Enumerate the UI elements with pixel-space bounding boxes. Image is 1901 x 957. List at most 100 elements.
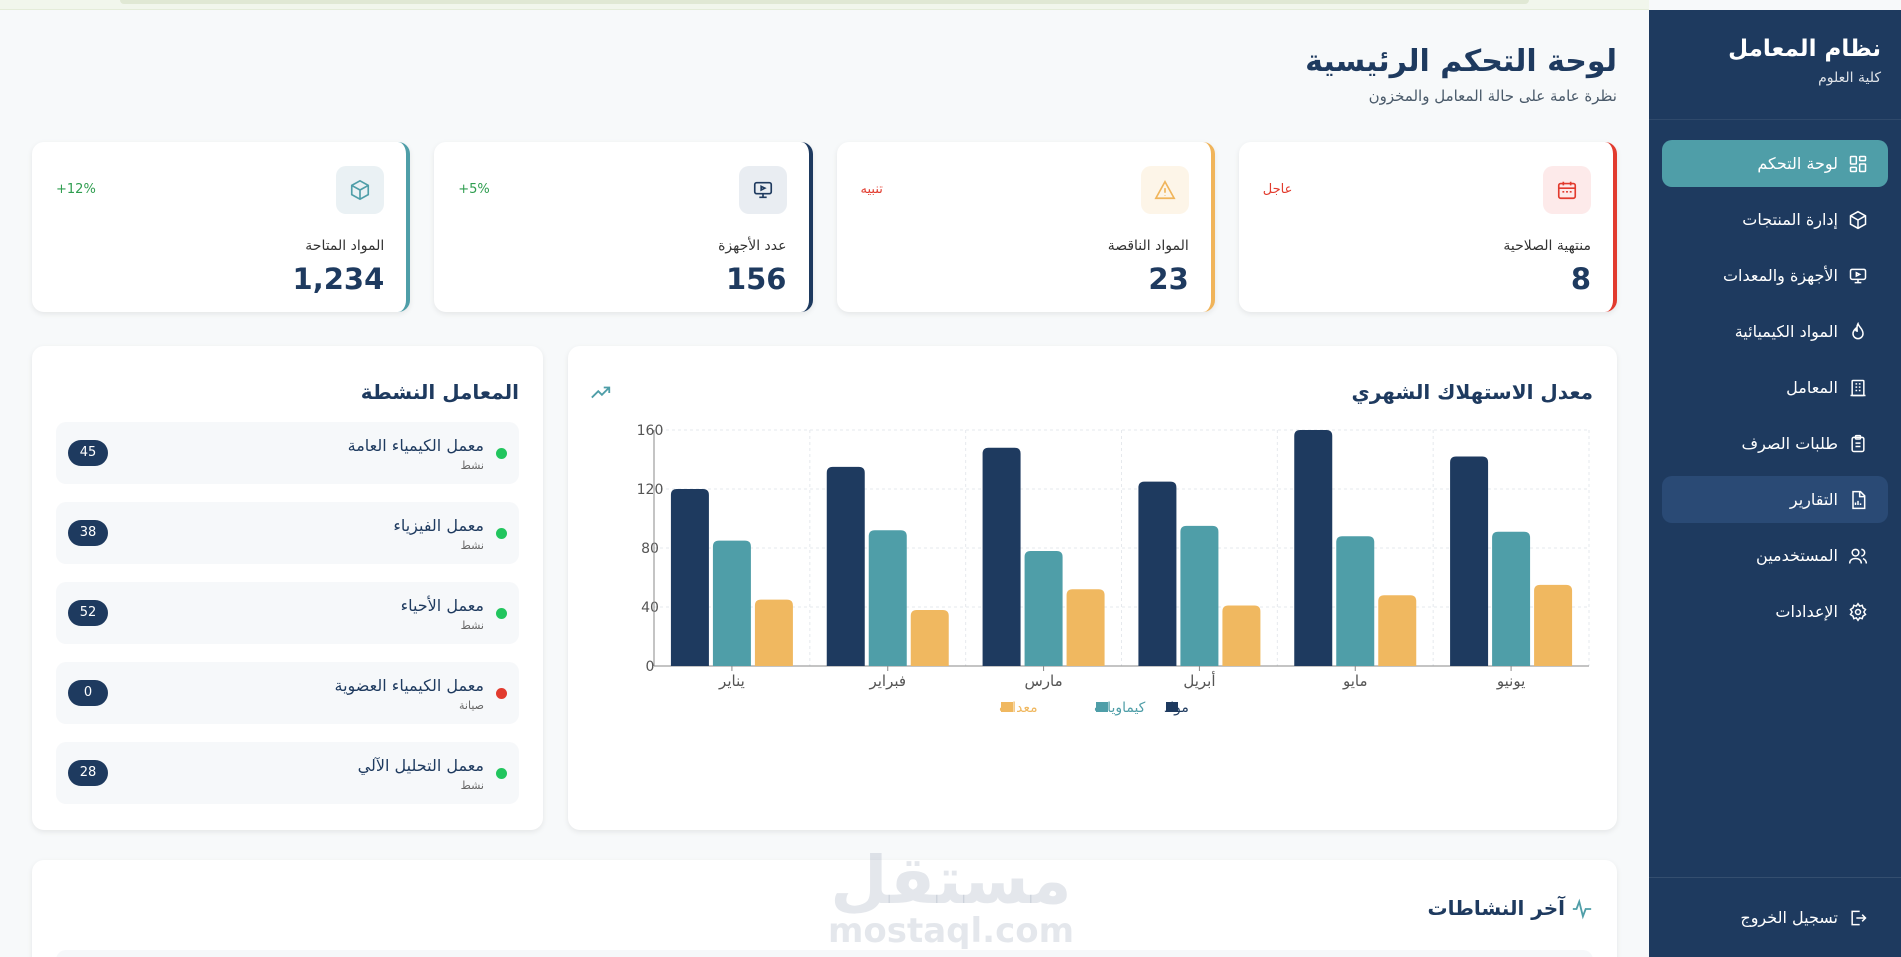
sidebar-item-products[interactable]: إدارة المنتجات xyxy=(1662,196,1888,243)
x-tick-label: مارس xyxy=(1024,672,1062,690)
bar xyxy=(712,540,751,666)
lab-count-badge: 28 xyxy=(68,760,108,786)
sidebar-item-settings[interactable]: الإعدادات xyxy=(1662,588,1888,635)
activity-title: آخر النشاطات xyxy=(1427,896,1565,920)
legend-swatch xyxy=(1166,702,1178,712)
building-icon xyxy=(1850,379,1866,396)
stat-card-expired[interactable]: عاجل منتهية الصلاحية 8 xyxy=(1238,142,1617,312)
list-item[interactable]: معمل الكيمياء العضوية صيانة 0 xyxy=(56,662,519,724)
status-dot xyxy=(496,528,507,539)
sidebar-item-users[interactable]: المستخدمين xyxy=(1662,532,1888,579)
browser-top-strip xyxy=(0,0,1649,10)
list-item[interactable]: معمل الفيزياء نشط 38 xyxy=(56,502,519,564)
bar xyxy=(1294,430,1333,666)
lab-count-badge: 52 xyxy=(68,600,108,626)
main-content: لوحة التحكم الرئيسية نظرة عامة على حالة … xyxy=(0,10,1649,957)
warning-icon xyxy=(1154,180,1176,200)
sidebar-item-label: المستخدمين xyxy=(1756,546,1838,565)
list-item[interactable]: معمل الأحياء نشط 52 xyxy=(56,582,519,644)
sidebar-item-label: طلبات الصرف xyxy=(1741,434,1839,453)
stat-value: 23 xyxy=(1148,262,1189,296)
users-icon xyxy=(1848,548,1868,564)
lab-name: معمل الفيزياء xyxy=(393,516,484,535)
y-tick-label: 0 xyxy=(646,659,655,675)
stat-badge: عاجل xyxy=(1262,182,1293,197)
bar xyxy=(868,530,907,666)
clipboard-icon xyxy=(1851,434,1865,452)
chart-title: معدل الاستهلاك الشهري xyxy=(1351,380,1594,404)
sidebar-item-label: المواد الكيميائية xyxy=(1734,322,1838,341)
bar xyxy=(982,447,1021,666)
status-dot xyxy=(496,768,507,779)
stat-card-available-materials[interactable]: 12%+ المواد المتاحة 1,234 xyxy=(32,142,411,312)
stat-icon-box xyxy=(738,166,787,214)
status-dot xyxy=(496,608,507,619)
bar xyxy=(1180,525,1219,666)
stat-badge: 12%+ xyxy=(56,182,96,197)
sidebar-item-dashboard[interactable]: لوحة التحكم xyxy=(1662,140,1888,187)
sidebar-nav: لوحة التحكم إدارة المنتجات الأجهزة والمع… xyxy=(1649,120,1901,635)
x-tick-label: أبريل xyxy=(1183,671,1215,690)
lab-count-badge: 0 xyxy=(68,680,108,706)
stat-card-devices[interactable]: 5%+ عدد الأجهزة 156 xyxy=(434,142,813,312)
brand-title: نظام المعامل xyxy=(1728,36,1881,62)
sidebar-item-label: التقارير xyxy=(1789,490,1838,509)
status-dot xyxy=(496,448,507,459)
sidebar-item-reports[interactable]: التقارير xyxy=(1662,476,1888,523)
sidebar-item-requests[interactable]: طلبات الصرف xyxy=(1662,420,1888,467)
lab-count-badge: 45 xyxy=(68,440,108,466)
sidebar-item-label: إدارة المنتجات xyxy=(1742,210,1838,229)
sidebar-item-label: لوحة التحكم xyxy=(1757,154,1838,173)
stat-label: عدد الأجهزة xyxy=(718,238,787,254)
box-icon xyxy=(1849,210,1867,229)
y-tick-label: 80 xyxy=(641,541,659,557)
lab-status: صيانة xyxy=(459,699,484,712)
bar xyxy=(1336,536,1375,666)
bar xyxy=(754,599,793,666)
stat-label: منتهية الصلاحية xyxy=(1503,238,1591,254)
stat-value: 8 xyxy=(1570,262,1591,296)
recent-activity-panel: آخر النشاطات xyxy=(32,860,1617,957)
y-tick-label: 160 xyxy=(637,423,664,439)
lab-status: نشط xyxy=(460,619,484,632)
lab-name: معمل التحليل الآلي xyxy=(357,756,484,775)
logout-button[interactable]: تسجيل الخروج xyxy=(1649,877,1901,957)
stat-icon-box xyxy=(1140,166,1189,214)
activity-row[interactable] xyxy=(56,950,1593,957)
bar xyxy=(1534,584,1573,666)
lab-status: نشط xyxy=(460,779,484,792)
page-header: لوحة التحكم الرئيسية نظرة عامة على حالة … xyxy=(1305,44,1617,105)
calendar-icon xyxy=(1557,181,1577,200)
labs-title: المعامل النشطة xyxy=(360,380,519,404)
stat-value: 156 xyxy=(725,262,787,296)
sidebar-item-labs[interactable]: المعامل xyxy=(1662,364,1888,411)
sidebar-item-chemicals[interactable]: المواد الكيميائية xyxy=(1662,308,1888,355)
sidebar-item-label: المعامل xyxy=(1786,378,1838,397)
monthly-consumption-panel: معدل الاستهلاك الشهري 0 40 80 120 160 يناير فب… xyxy=(568,346,1617,830)
active-labs-panel: المعامل النشطة معمل الكيمياء العامة نشط … xyxy=(32,346,543,830)
bar xyxy=(910,609,949,666)
bar xyxy=(1378,595,1417,666)
x-tick-label: يونيو xyxy=(1496,672,1525,690)
consumption-bar-chart: 0 40 80 120 160 يناير فبراير مارس أبريل مايو يونيو… xyxy=(637,423,1590,716)
lab-status: نشط xyxy=(460,539,484,552)
list-item[interactable]: معمل التحليل الآلي نشط 28 xyxy=(56,742,519,804)
x-tick-label: مايو xyxy=(1342,672,1368,690)
box-icon xyxy=(351,179,370,201)
activity-icon xyxy=(1572,898,1592,920)
stat-card-shortage[interactable]: تنبيه المواد الناقصة 23 xyxy=(836,142,1215,312)
list-item[interactable]: معمل الكيمياء العامة نشط 45 xyxy=(56,422,519,484)
lab-name: معمل الكيمياء العامة xyxy=(347,436,484,455)
lab-count-badge: 38 xyxy=(68,520,108,546)
stat-icon-box xyxy=(336,166,385,214)
y-tick-label: 120 xyxy=(637,482,664,498)
bar xyxy=(1138,481,1177,666)
page-title: لوحة التحكم الرئيسية xyxy=(1305,44,1617,79)
sidebar-item-equipment[interactable]: الأجهزة والمعدات xyxy=(1662,252,1888,299)
trending-up-icon xyxy=(591,386,611,399)
stats-row: 12%+ المواد المتاحة 1,234 5%+ عدد الأجهز… xyxy=(32,142,1617,312)
x-tick-label: فبراير xyxy=(868,672,906,690)
report-icon xyxy=(1852,490,1866,509)
gear-icon xyxy=(1849,601,1867,622)
sidebar-item-label: الإعدادات xyxy=(1775,602,1838,621)
